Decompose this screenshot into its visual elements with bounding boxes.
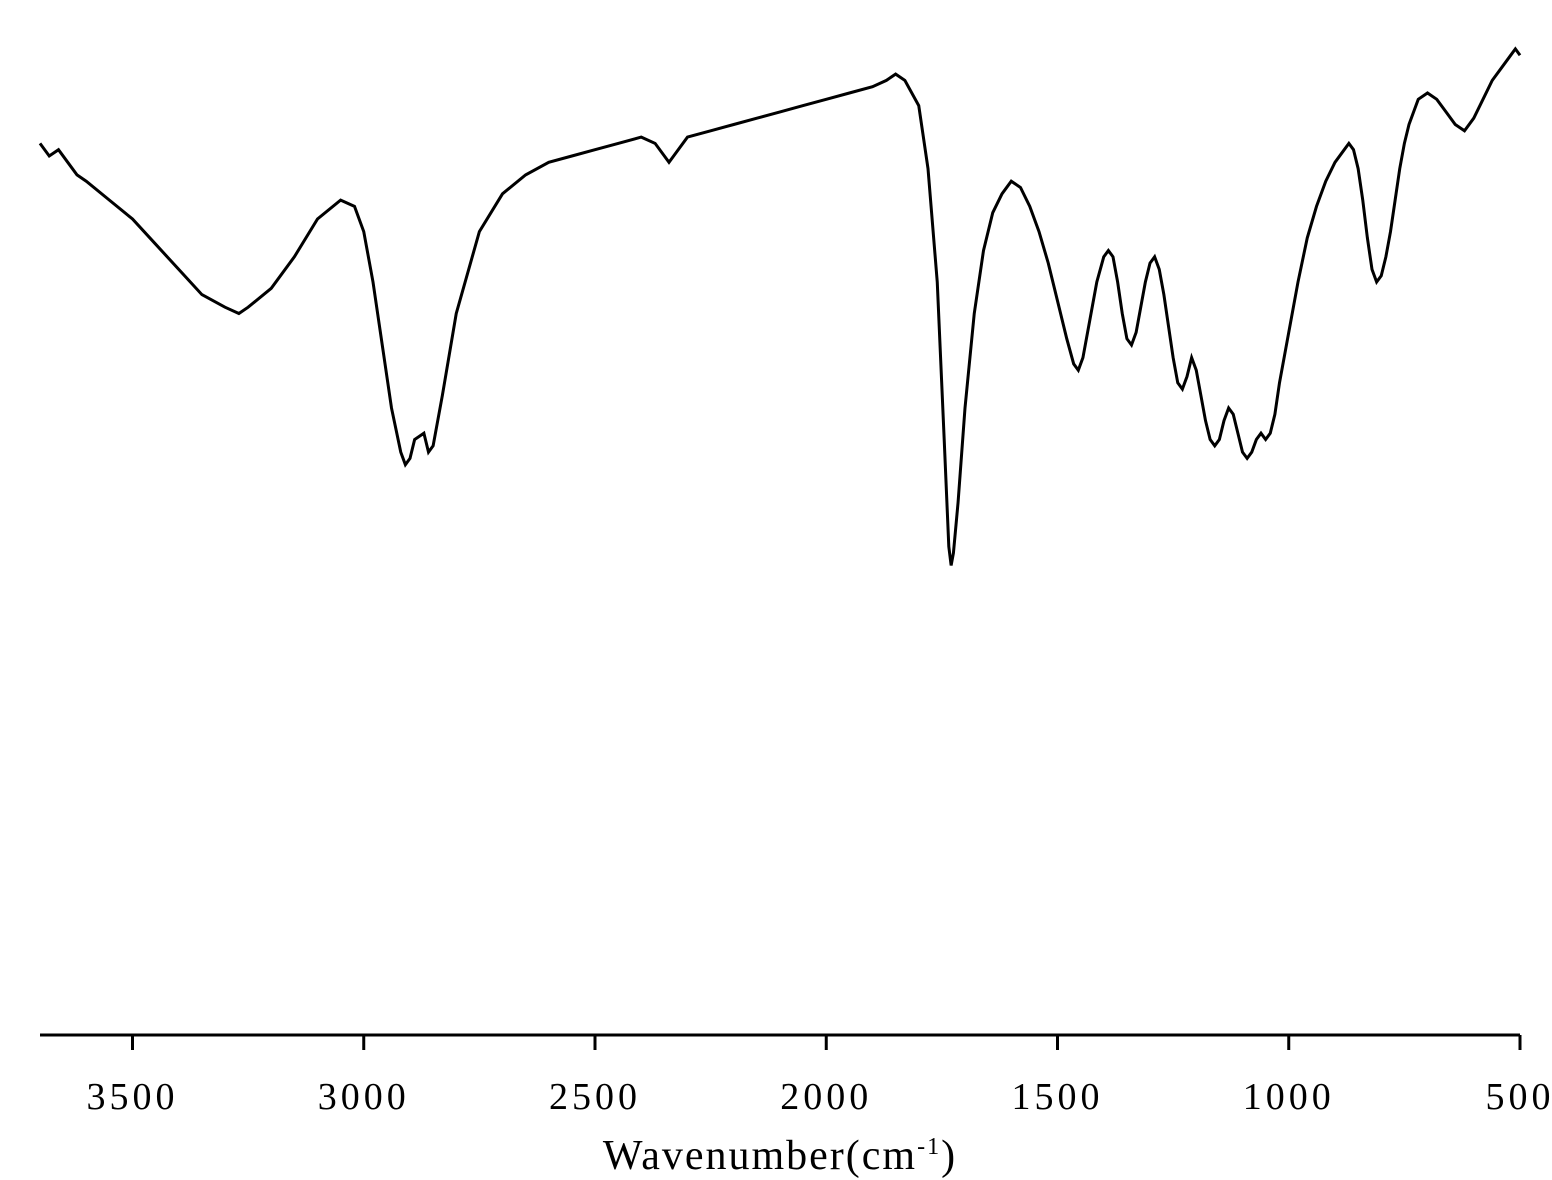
- x-tick-label-500: 500: [1486, 1075, 1552, 1119]
- x-tick-label-2500: 2500: [549, 1075, 641, 1119]
- x-tick-label-1000: 1000: [1243, 1075, 1335, 1119]
- x-axis: 350030002500200015001000500: [40, 1030, 1520, 1070]
- x-axis-line: [40, 1030, 1520, 1070]
- x-axis-label: Wavenumber(cm-1): [603, 1132, 957, 1180]
- x-tick-label-2000: 2000: [780, 1075, 872, 1119]
- x-tick-label-1500: 1500: [1012, 1075, 1104, 1119]
- x-tick-label-3000: 3000: [318, 1075, 410, 1119]
- x-axis-label-text: Wavenumber(cm-1): [603, 1133, 957, 1179]
- spectrum-line: [40, 30, 1520, 660]
- ir-spectrum-chart: 350030002500200015001000500 Wavenumber(c…: [40, 30, 1520, 950]
- x-tick-label-3500: 3500: [87, 1075, 179, 1119]
- plot-area: [40, 30, 1520, 660]
